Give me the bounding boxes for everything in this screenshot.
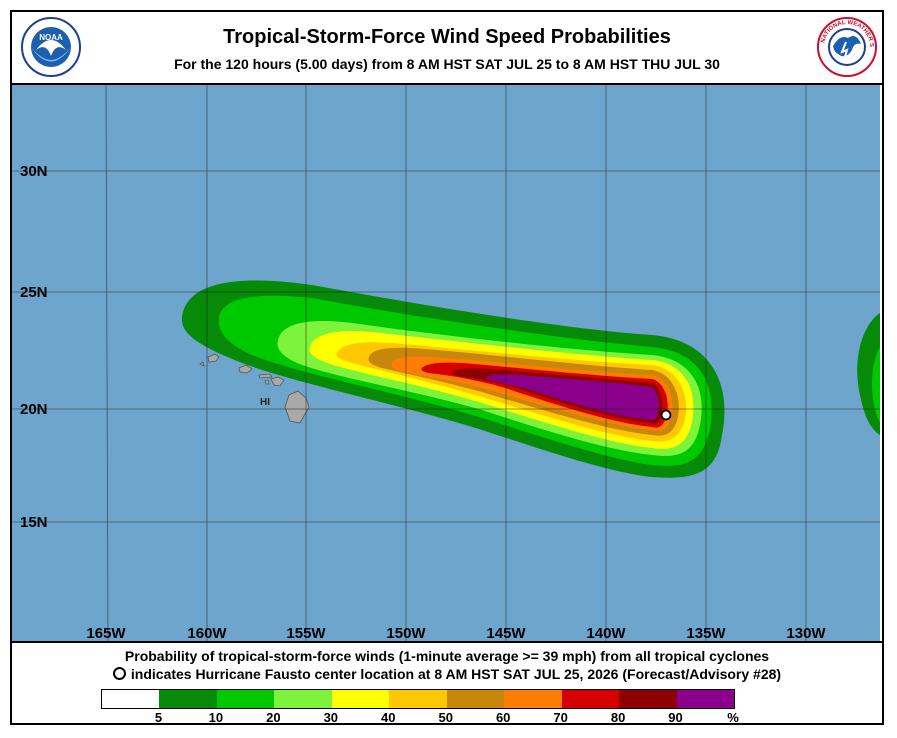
legend-swatch <box>389 690 447 708</box>
lon-label-155w: 155W <box>286 625 326 641</box>
page-subtitle: For the 120 hours (5.00 days) from 8 AM … <box>174 56 720 72</box>
graticule <box>12 85 880 641</box>
legend-swatch <box>274 690 332 708</box>
hawaiian-islands <box>199 353 310 424</box>
caption-center: indicates Hurricane Fausto center locati… <box>12 666 882 682</box>
legend-swatch <box>504 690 562 708</box>
legend-swatch <box>159 690 217 708</box>
lat-label-30n: 30N <box>20 163 48 180</box>
probability-map: HI 30N 25N 20N 15N 165W <box>12 85 880 641</box>
legend-tick-label: 5 <box>154 710 163 725</box>
graphic-frame: NOAA Tropical-Storm-Force Wind Speed Pro… <box>10 10 884 725</box>
island-maui <box>270 376 285 387</box>
island-oahu <box>238 364 253 374</box>
center-circle-icon <box>112 667 126 680</box>
island-kauai <box>207 353 220 363</box>
legend-tick-label: 70 <box>553 710 568 725</box>
legend-tick-label: 80 <box>610 710 626 725</box>
swath-east-20 <box>872 347 880 422</box>
legend-swatch <box>446 690 505 708</box>
page-title: Tropical-Storm-Force Wind Speed Probabil… <box>223 26 671 48</box>
legend-swatch <box>102 690 160 708</box>
legend-tick-label: % <box>727 710 739 725</box>
footer: Probability of tropical-storm-force wind… <box>12 644 882 725</box>
caption-center-text: indicates Hurricane Fausto center locati… <box>130 666 782 682</box>
color-legend <box>101 689 735 709</box>
noaa-logo-icon: NOAA <box>21 17 81 77</box>
storm-center-marker <box>660 409 672 421</box>
lon-label-135w: 135W <box>686 625 726 641</box>
island-niihau <box>199 361 205 367</box>
legend-tick-label: 30 <box>323 710 339 725</box>
lon-label-130w: 130W <box>786 625 826 641</box>
caption-probability: Probability of tropical-storm-force wind… <box>124 648 770 664</box>
lat-label-25n: 25N <box>20 284 48 301</box>
island-label: HI <box>260 397 270 408</box>
lat-label-20n: 20N <box>20 401 48 418</box>
legend-swatch <box>561 690 620 708</box>
legend-swatch <box>216 690 275 708</box>
legend-swatch <box>331 690 390 708</box>
island-molokai <box>258 373 273 379</box>
nws-logo-icon: NATIONAL WEATHER SERVICE <box>816 16 877 77</box>
island-lanai <box>264 379 270 385</box>
lon-label-150w: 150W <box>386 625 426 641</box>
lat-label-15n: 15N <box>20 514 48 531</box>
legend-tick-label: 50 <box>438 710 453 725</box>
gridline-lon-165w <box>105 85 109 641</box>
map-panel: HI 30N 25N 20N 15N 165W <box>12 83 884 643</box>
legend-tick-label: 90 <box>668 710 683 725</box>
lon-label-140w: 140W <box>586 625 626 641</box>
legend-tick-label: 20 <box>266 710 281 725</box>
lon-label-160w: 160W <box>187 625 227 641</box>
legend-swatch <box>676 690 734 708</box>
lon-label-145w: 145W <box>486 625 526 641</box>
noaa-logo-text: NOAA <box>39 33 63 42</box>
legend-tick-label: 60 <box>495 710 511 725</box>
legend-swatch <box>619 690 677 708</box>
lon-label-165w: 165W <box>86 625 126 641</box>
legend-tick-label: 10 <box>208 710 224 725</box>
legend-tick-label: 40 <box>381 710 396 725</box>
header: NOAA Tropical-Storm-Force Wind Speed Pro… <box>12 12 882 83</box>
